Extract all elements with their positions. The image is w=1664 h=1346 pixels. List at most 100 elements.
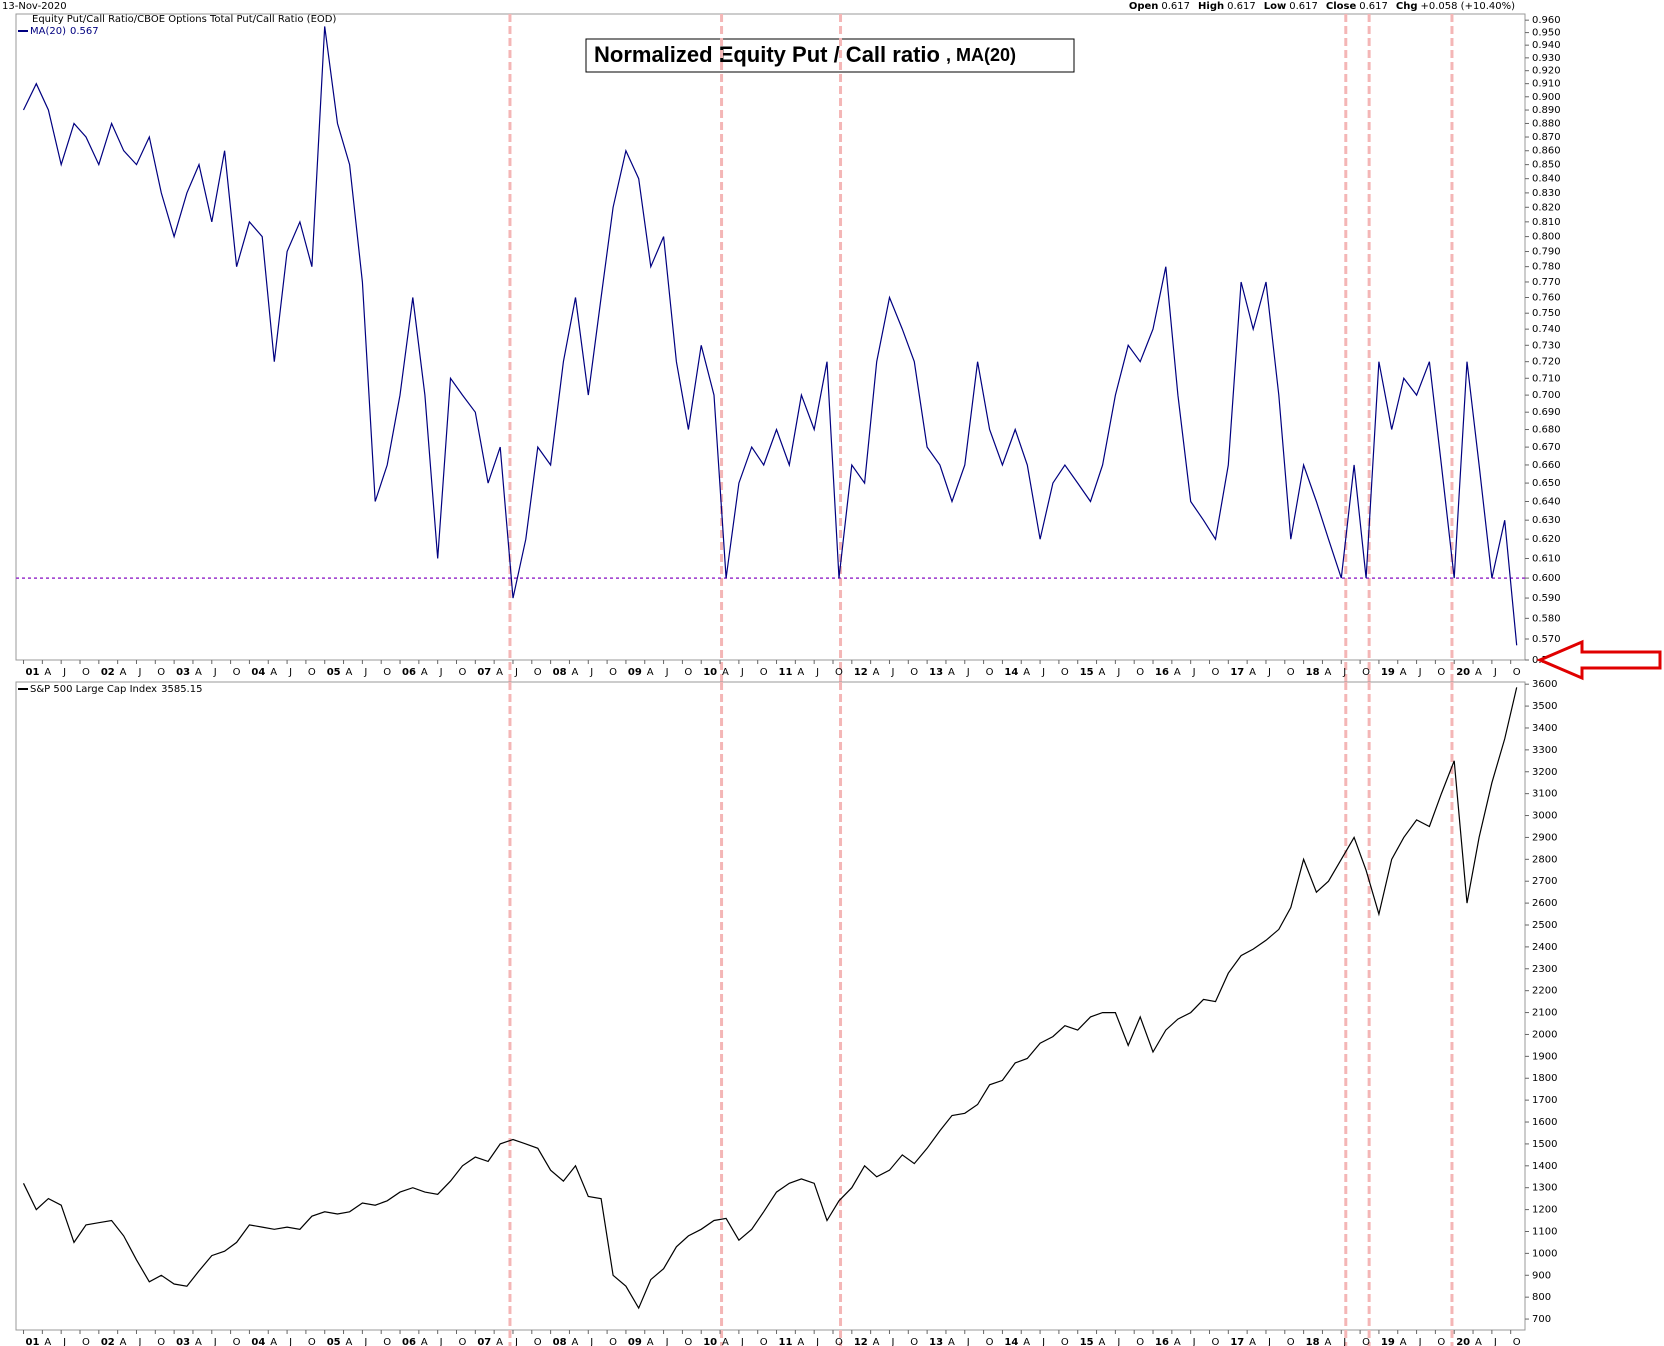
x-tick-label: 15 bbox=[1080, 1337, 1094, 1346]
x-tick-label: J bbox=[288, 667, 292, 678]
y-tick-label: 0.570 bbox=[1532, 634, 1561, 645]
quote-text: Open 0.617 High 0.617 Low 0.617 Close 0.617 Chg +… bbox=[1129, 1, 1515, 12]
y-tick-label: 2400 bbox=[1532, 942, 1557, 953]
y-tick-label: 0.750 bbox=[1532, 308, 1561, 319]
x-tick-label: O bbox=[1513, 1337, 1521, 1346]
y-tick-label: 0.830 bbox=[1532, 188, 1561, 199]
y-tick-label: 0.680 bbox=[1532, 425, 1561, 436]
x-tick-label: O bbox=[233, 1337, 241, 1346]
y-tick-label: 0.670 bbox=[1532, 442, 1561, 453]
x-tick-label: J bbox=[363, 667, 367, 678]
x-tick-label: A bbox=[1324, 1337, 1331, 1346]
quote-label: Low bbox=[1264, 1, 1286, 12]
x-tick-label: 20 bbox=[1456, 667, 1470, 678]
x-tick-label: 07 bbox=[477, 1337, 491, 1346]
header-date: 13-Nov-2020 bbox=[2, 1, 67, 12]
y-tick-label: 0.640 bbox=[1532, 496, 1561, 507]
x-tick-label: A bbox=[496, 667, 503, 678]
x-tick-label: 07 bbox=[477, 667, 491, 678]
x-tick-label: 14 bbox=[1004, 667, 1018, 678]
quote-label: Chg bbox=[1396, 1, 1418, 12]
x-tick-label: 19 bbox=[1381, 667, 1395, 678]
x-tick-label: A bbox=[1400, 667, 1407, 678]
x-tick-label: O bbox=[1437, 667, 1445, 678]
x-tick-label: 12 bbox=[854, 667, 868, 678]
x-tick-label: A bbox=[1099, 667, 1106, 678]
x-tick-label: O bbox=[308, 1337, 316, 1346]
title-box bbox=[585, 38, 1075, 73]
series-line bbox=[22, 26, 1518, 646]
y-tick-label: 0.590 bbox=[1532, 593, 1561, 604]
x-tick-label: A bbox=[1023, 1337, 1030, 1346]
y-tick-label: 1800 bbox=[1532, 1073, 1557, 1084]
legend-name: MA(20) bbox=[30, 26, 66, 37]
x-tick-label: 06 bbox=[402, 667, 416, 678]
x-tick-label: A bbox=[571, 1337, 578, 1346]
y-tick-label: 1600 bbox=[1532, 1117, 1557, 1128]
x-tick-label: 06 bbox=[402, 1337, 416, 1346]
y-tick-label: 0.740 bbox=[1532, 324, 1561, 335]
y-tick-label: 1400 bbox=[1532, 1161, 1557, 1172]
quote-label: High bbox=[1198, 1, 1224, 12]
y-tick-label: 2100 bbox=[1532, 1008, 1557, 1019]
y-tick-label: 0.820 bbox=[1532, 202, 1561, 213]
x-tick-label: A bbox=[1249, 667, 1256, 678]
x-tick-label: 10 bbox=[703, 667, 717, 678]
y-tick-label: 0.810 bbox=[1532, 217, 1561, 228]
x-tick-label: A bbox=[647, 1337, 654, 1346]
y-tick-label: 0.600 bbox=[1532, 573, 1561, 584]
x-tick-label: O bbox=[835, 1337, 843, 1346]
x-tick-label: A bbox=[421, 667, 428, 678]
y-tick-label: 700 bbox=[1532, 1314, 1551, 1325]
y-tick-label: 2800 bbox=[1532, 854, 1557, 865]
x-tick-label: J bbox=[1267, 1337, 1271, 1346]
x-tick-label: 12 bbox=[854, 1337, 868, 1346]
x-tick-label: 01 bbox=[26, 1337, 40, 1346]
x-tick-label: O bbox=[1362, 1337, 1370, 1346]
x-tick-label: 17 bbox=[1230, 1337, 1244, 1346]
x-tick-label: J bbox=[363, 1337, 367, 1346]
y-tick-label: 0.620 bbox=[1532, 534, 1561, 545]
x-tick-label: J bbox=[665, 1337, 669, 1346]
x-tick-label: J bbox=[514, 667, 518, 678]
x-tick-label: J bbox=[966, 1337, 970, 1346]
y-tick-label: 0.720 bbox=[1532, 357, 1561, 368]
x-tick-label: A bbox=[647, 667, 654, 678]
y-tick-label: 0.870 bbox=[1532, 132, 1561, 143]
y-tick-label: 0.950 bbox=[1532, 28, 1561, 39]
x-tick-label: J bbox=[1192, 667, 1196, 678]
x-tick-label: J bbox=[966, 667, 970, 678]
x-tick-label: O bbox=[684, 1337, 692, 1346]
x-tick-label: J bbox=[890, 667, 894, 678]
x-tick-label: O bbox=[609, 667, 617, 678]
x-tick-label: 19 bbox=[1381, 1337, 1395, 1346]
x-tick-label: J bbox=[137, 1337, 141, 1346]
x-tick-label: O bbox=[383, 1337, 391, 1346]
x-tick-label: A bbox=[346, 1337, 353, 1346]
x-tick-label: J bbox=[1342, 1337, 1346, 1346]
x-tick-label: A bbox=[873, 1337, 880, 1346]
x-tick-label: J bbox=[1418, 667, 1422, 678]
y-tick-label: 0.840 bbox=[1532, 174, 1561, 185]
plots: 0.5600.5700.5800.5900.6000.6100.6200.630… bbox=[15, 13, 1561, 1346]
x-tick-label: O bbox=[157, 1337, 165, 1346]
x-tick-label: O bbox=[157, 667, 165, 678]
x-tick-label: O bbox=[986, 667, 994, 678]
x-tick-label: O bbox=[1136, 667, 1144, 678]
x-tick-label: O bbox=[684, 667, 692, 678]
y-tick-label: 3100 bbox=[1532, 789, 1557, 800]
x-tick-label: J bbox=[1342, 667, 1346, 678]
x-tick-label: J bbox=[213, 667, 217, 678]
y-tick-label: 0.580 bbox=[1532, 613, 1561, 624]
quote-label: Open bbox=[1129, 1, 1159, 12]
y-tick-label: 2700 bbox=[1532, 876, 1557, 887]
x-tick-label: A bbox=[421, 1337, 428, 1346]
quote-value: 0.617 bbox=[1227, 1, 1256, 12]
x-tick-label: A bbox=[44, 1337, 51, 1346]
x-tick-label: A bbox=[1174, 1337, 1181, 1346]
x-tick-label: O bbox=[534, 667, 542, 678]
quote-value: 0.617 bbox=[1289, 1, 1318, 12]
y-tick-label: 1300 bbox=[1532, 1183, 1557, 1194]
y-tick-label: 0.630 bbox=[1532, 515, 1561, 526]
x-tick-label: O bbox=[910, 1337, 918, 1346]
